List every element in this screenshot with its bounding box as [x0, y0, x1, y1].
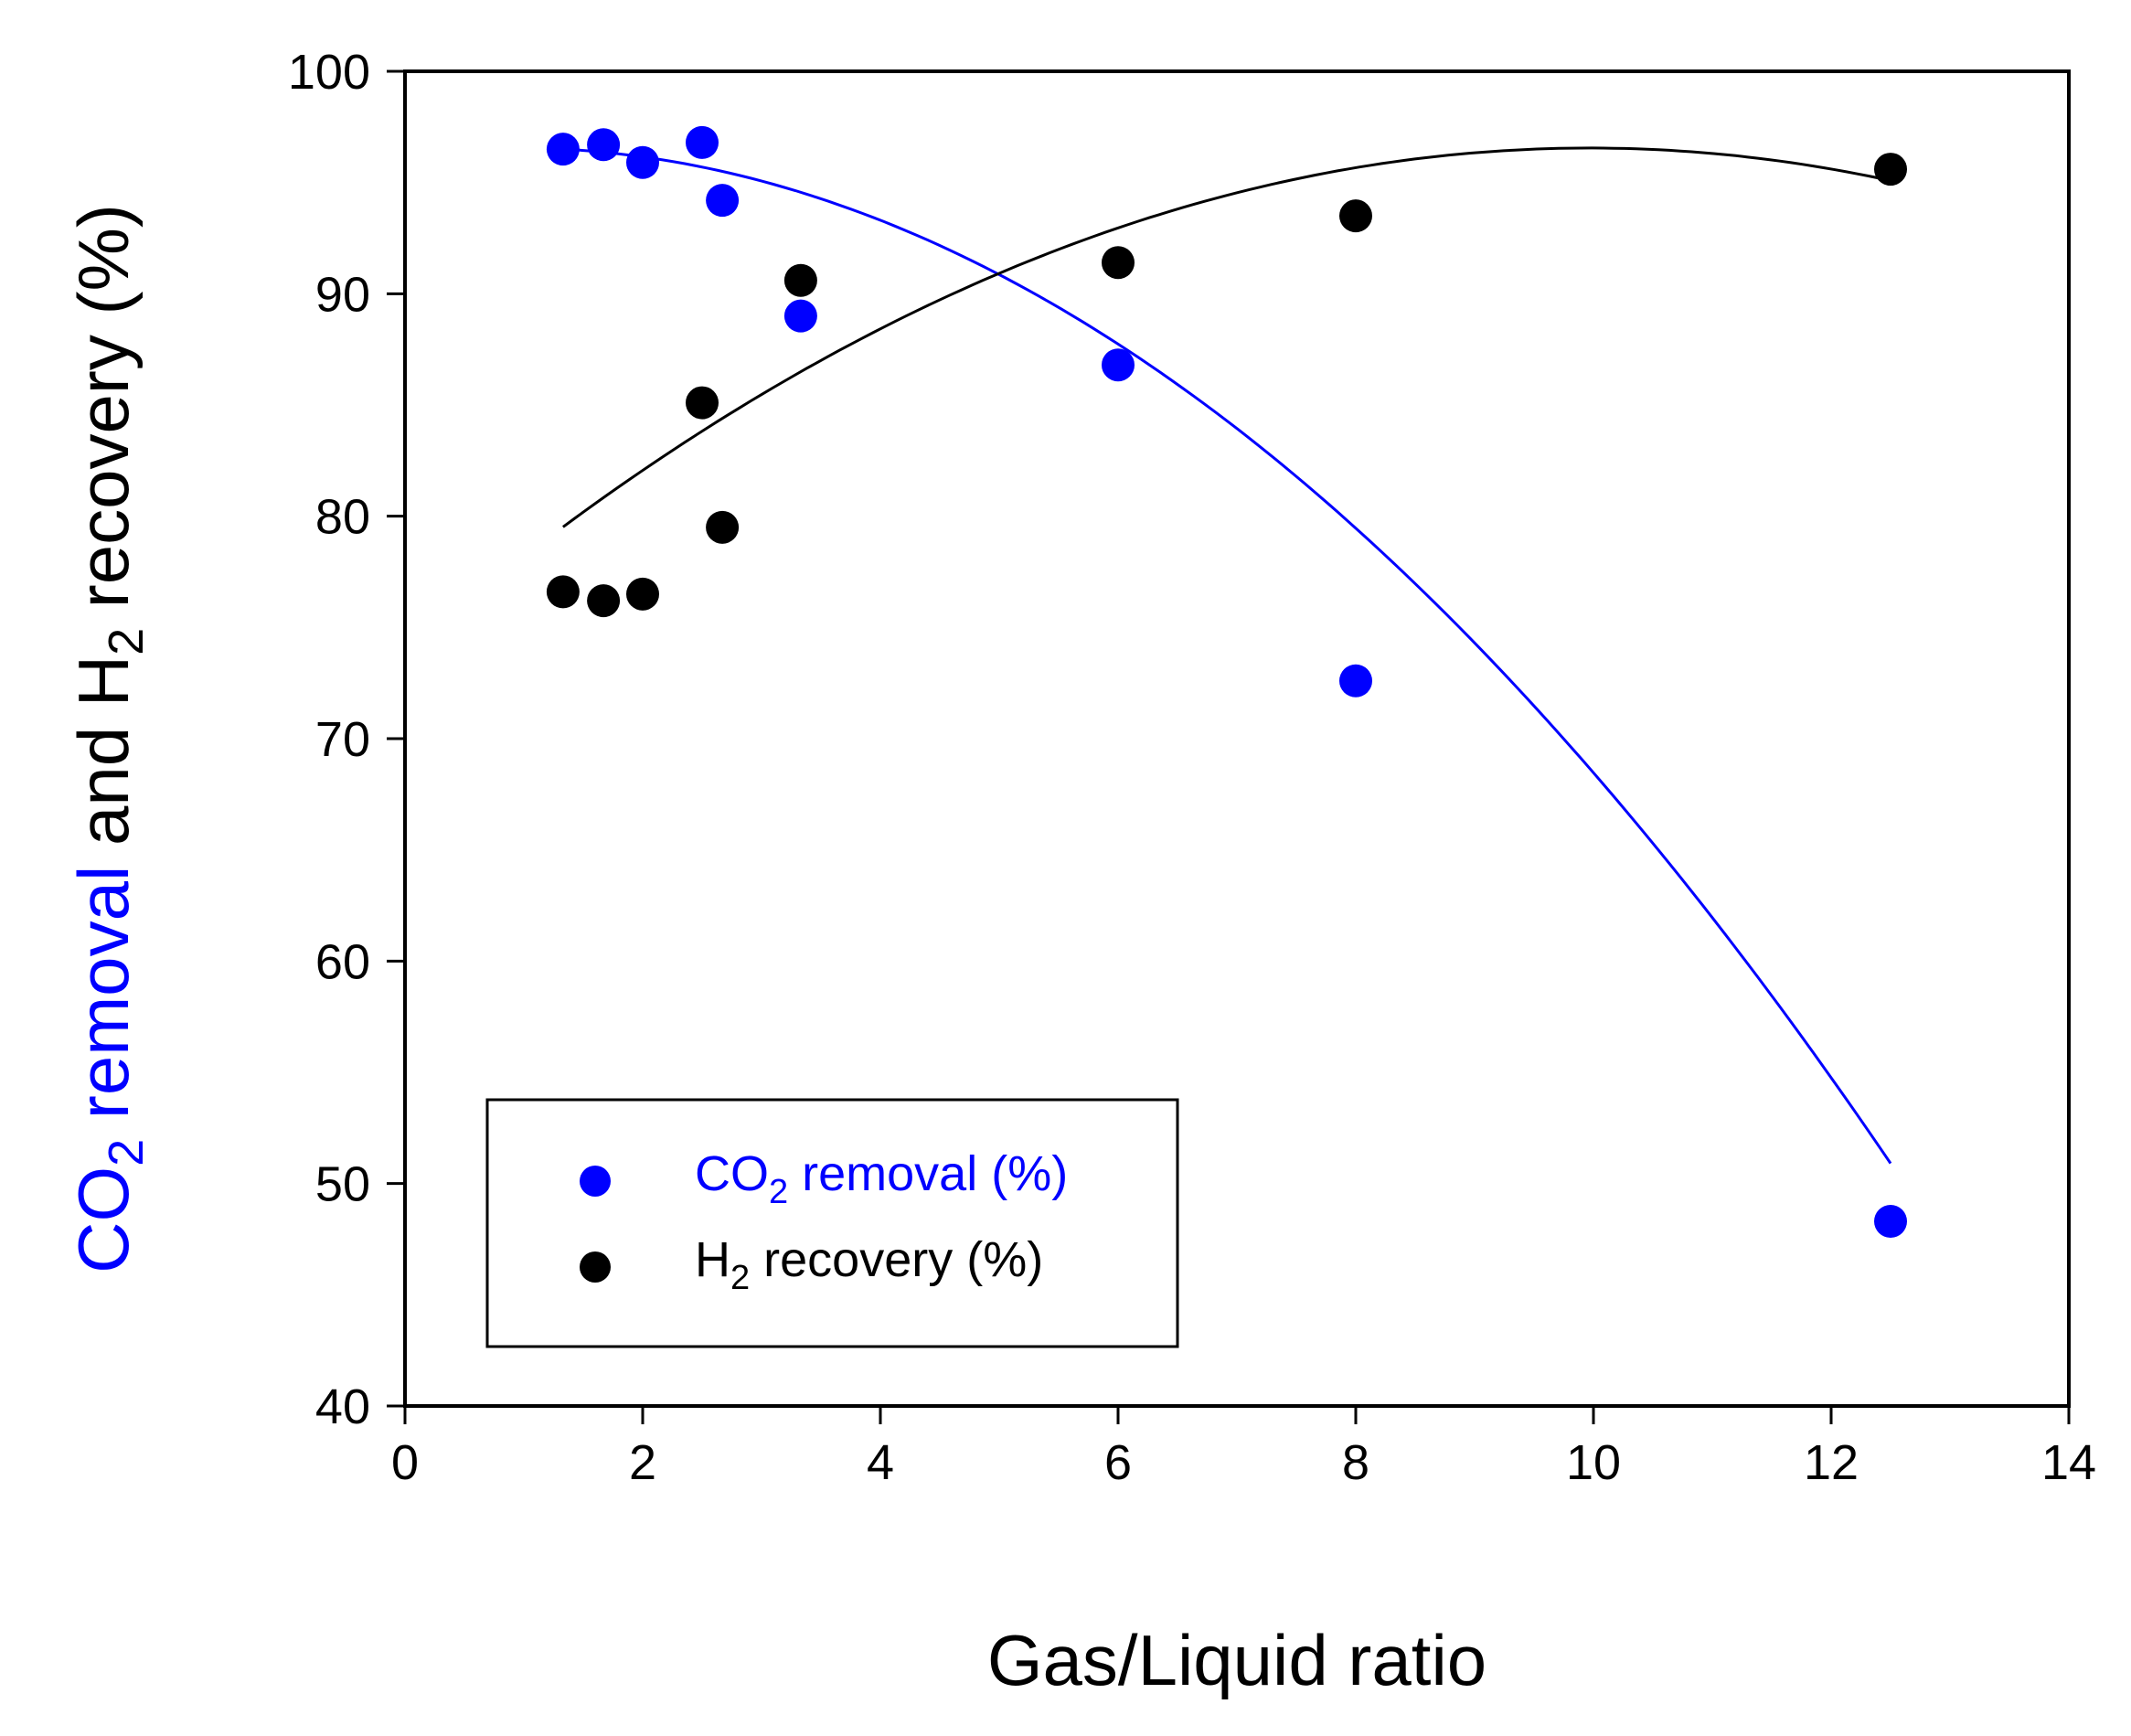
co2-data-point	[1874, 1205, 1907, 1239]
h2-data-point	[1102, 246, 1135, 280]
h2-data-point	[626, 577, 659, 611]
y-tick-label: 70	[315, 712, 370, 767]
fit-curves	[562, 146, 1892, 1165]
y-tick-label: 60	[315, 934, 370, 989]
co2-data-point	[706, 184, 740, 218]
x-tick-label: 10	[1566, 1435, 1621, 1490]
y-title-co2: CO	[63, 1166, 144, 1273]
h2-data-point	[587, 584, 621, 618]
legend-co2-prefix: CO	[695, 1146, 769, 1201]
y-tick-label: 80	[315, 490, 370, 545]
co2-data-point	[626, 145, 659, 179]
y-tick-label: 90	[315, 267, 370, 322]
fit-curve-co2	[562, 147, 1892, 1165]
co2-data-point	[1339, 664, 1372, 698]
legend-h2-sub: 2	[730, 1259, 750, 1297]
y-axis: 40 50 60 70 80 90 100	[288, 45, 405, 1434]
co2-data-point	[783, 299, 817, 333]
x-axis: 0 2 4 6 8 10 12 14	[391, 1406, 2096, 1490]
y-title-co2-sub: 2	[99, 1139, 154, 1166]
h2-data-point	[686, 386, 719, 420]
co2-data-point	[686, 125, 719, 159]
x-tick-label: 6	[1104, 1435, 1132, 1490]
y-title-and-h: and H	[63, 655, 144, 866]
x-tick-label: 14	[2041, 1435, 2096, 1490]
co2-data-point	[546, 133, 580, 166]
data-points	[546, 125, 1907, 1239]
x-tick-label: 12	[1804, 1435, 1859, 1490]
x-tick-label: 8	[1342, 1435, 1369, 1490]
h2-data-point	[1339, 199, 1372, 233]
y-title-removal: removal	[63, 866, 144, 1139]
legend-box	[485, 1098, 1179, 1348]
legend-h2-suffix: recovery (%)	[750, 1232, 1043, 1287]
co2-data-point	[587, 128, 621, 162]
legend-co2-suffix: removal (%)	[788, 1146, 1068, 1201]
y-tick-label: 50	[315, 1157, 370, 1212]
y-title-recovery: recovery (%)	[63, 204, 144, 628]
legend-label-h2: H2 recovery (%)	[695, 1232, 1043, 1297]
x-tick-label: 4	[867, 1435, 894, 1490]
y-title-h2-sub: 2	[99, 628, 154, 655]
h2-data-point	[546, 575, 580, 609]
co2-data-point	[1102, 348, 1135, 382]
legend-h2-prefix: H	[695, 1232, 730, 1287]
legend-marker-h2	[580, 1251, 611, 1283]
legend-co2-sub: 2	[769, 1173, 788, 1211]
fit-curve-h2	[562, 146, 1891, 528]
y-tick-label: 100	[288, 45, 370, 100]
y-tick-label: 40	[315, 1379, 370, 1434]
legend-label-co2: CO2 removal (%)	[695, 1146, 1068, 1211]
h2-data-point	[706, 510, 740, 544]
x-tick-label: 2	[629, 1435, 656, 1490]
legend-marker-co2	[580, 1166, 611, 1197]
h2-data-point	[1874, 153, 1907, 186]
x-tick-label: 0	[391, 1435, 419, 1490]
y-axis-title: CO2 removal and H2 recovery (%)	[63, 204, 154, 1273]
h2-data-point	[783, 263, 817, 297]
x-axis-title: Gas/Liquid ratio	[987, 1620, 1486, 1700]
legend: CO2 removal (%) H2 recovery (%)	[485, 1098, 1179, 1348]
